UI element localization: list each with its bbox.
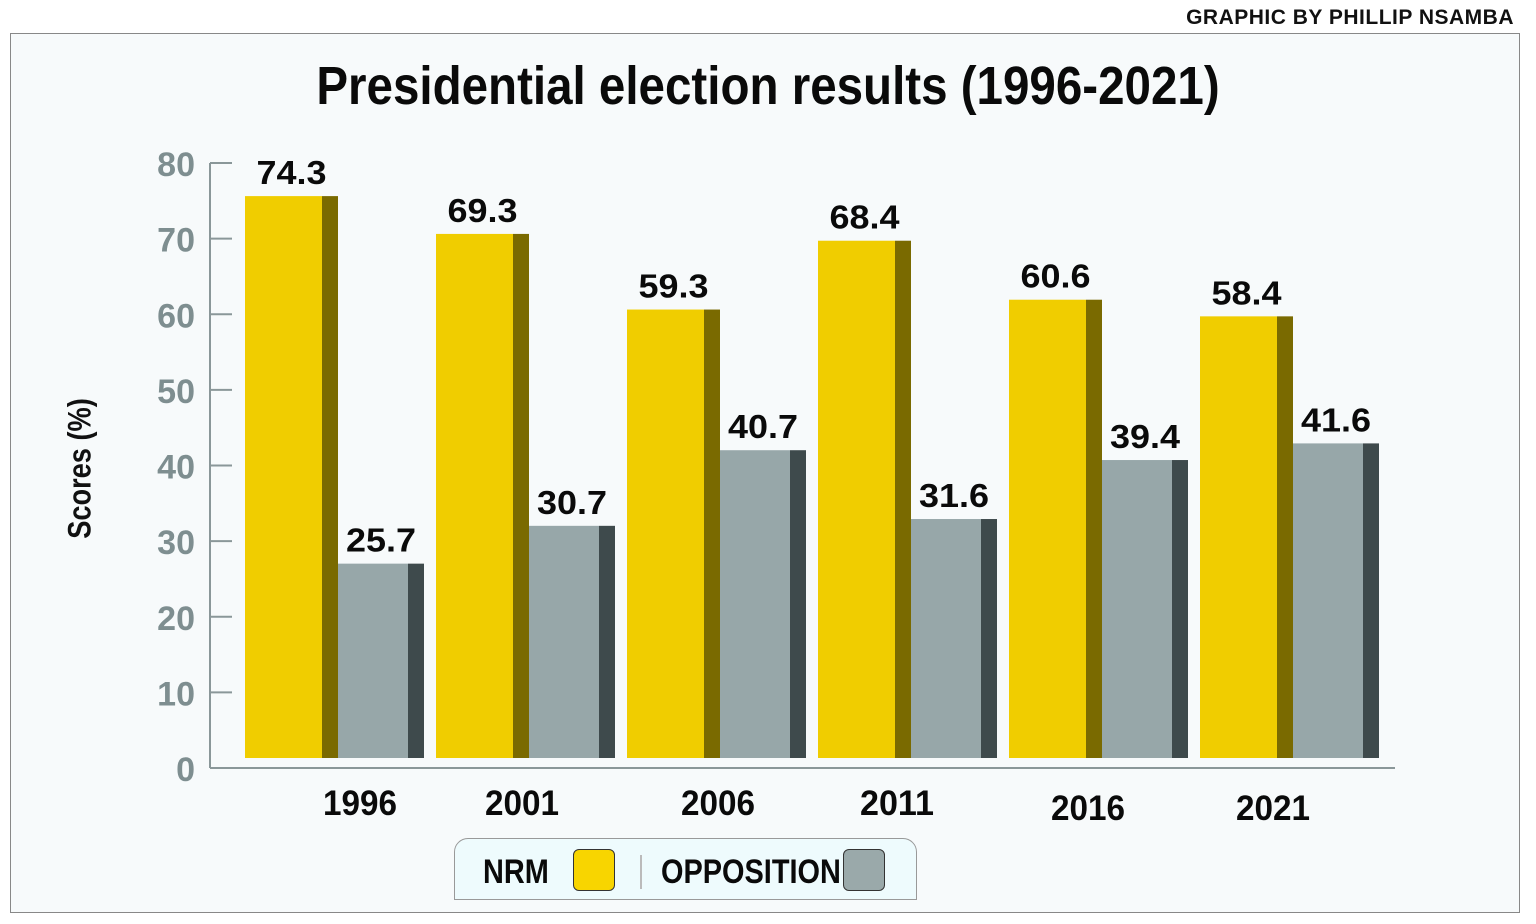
- x-tick-label: 2016: [1051, 789, 1125, 828]
- x-tick-label: 1996: [323, 784, 397, 823]
- bar-side-nrm-2006: [704, 309, 720, 758]
- data-label: 60.6: [1021, 258, 1091, 295]
- bar-opposition-1996: [338, 563, 408, 758]
- bar-nrm-1996: [245, 196, 322, 758]
- x-tick-label: 2021: [1236, 789, 1310, 828]
- data-label: 58.4: [1212, 274, 1283, 311]
- y-tick-label: 60: [157, 297, 195, 335]
- legend-label-nrm: NRM: [483, 853, 549, 891]
- data-label: 59.3: [639, 268, 709, 305]
- data-label: 25.7: [346, 522, 416, 559]
- bar-side-opposition-1996: [408, 563, 424, 758]
- x-tick-label: 2001: [485, 784, 559, 823]
- bar-nrm-2006: [627, 309, 704, 758]
- bar-nrm-2001: [436, 233, 513, 758]
- bar-opposition-2011: [911, 519, 981, 758]
- bar-opposition-2006: [720, 450, 790, 758]
- legend-divider: [640, 855, 642, 889]
- bar-side-nrm-2021: [1277, 316, 1293, 758]
- bar-opposition-2021: [1293, 443, 1363, 758]
- y-tick-label: 0: [176, 751, 195, 789]
- data-label: 31.6: [919, 477, 989, 514]
- data-label: 74.3: [257, 154, 327, 191]
- bar-side-opposition-2011: [981, 519, 997, 758]
- legend-swatch-nrm: [573, 849, 615, 891]
- legend: NRM OPPOSITION: [454, 838, 917, 900]
- bar-opposition-2001: [529, 525, 599, 758]
- legend-swatch-opposition: [843, 849, 885, 891]
- bar-side-nrm-1996: [322, 196, 338, 758]
- bar-nrm-2016: [1009, 299, 1086, 758]
- data-label: 40.7: [728, 408, 798, 445]
- y-tick-label: 50: [157, 373, 195, 411]
- y-tick-label: 20: [157, 600, 195, 638]
- y-tick-label: 10: [157, 675, 195, 713]
- bar-side-nrm-2011: [895, 240, 911, 759]
- chart-title: Presidential election results (1996-2021…: [316, 56, 1220, 116]
- x-tick-label: 2006: [681, 784, 755, 823]
- credit: GRAPHIC BY PHILLIP NSAMBA: [1186, 6, 1514, 29]
- legend-label-opposition: OPPOSITION: [661, 853, 841, 891]
- y-tick-label: 70: [157, 222, 195, 260]
- data-label: 30.7: [537, 484, 607, 521]
- bar-opposition-2016: [1102, 460, 1172, 758]
- y-tick-label: 80: [157, 146, 195, 184]
- bar-side-opposition-2006: [790, 450, 806, 758]
- bar-side-opposition-2001: [599, 525, 615, 758]
- y-tick-label: 40: [157, 449, 195, 487]
- y-tick-label: 30: [157, 524, 195, 562]
- data-label: 39.4: [1110, 418, 1181, 455]
- bar-side-nrm-2001: [513, 233, 529, 758]
- data-label: 41.6: [1301, 401, 1371, 438]
- x-tick-label: 2011: [860, 784, 934, 823]
- bar-side-opposition-2021: [1363, 443, 1379, 758]
- data-label: 68.4: [830, 199, 901, 236]
- data-label: 69.3: [448, 192, 518, 229]
- bar-side-nrm-2016: [1086, 299, 1102, 758]
- bar-nrm-2011: [818, 240, 895, 759]
- bar-side-opposition-2016: [1172, 460, 1188, 758]
- bar-nrm-2021: [1200, 316, 1277, 758]
